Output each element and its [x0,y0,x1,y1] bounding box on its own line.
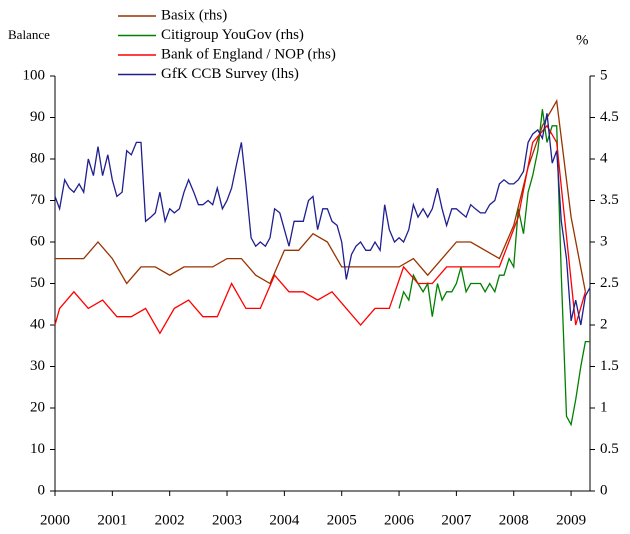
y2-tick-label: 0 [600,482,608,498]
x-tick-label: 2008 [499,512,529,528]
x-tick-label: 2009 [556,512,586,528]
series-line [54,113,591,326]
legend-label: Bank of England / NOP (rhs) [161,46,336,62]
y2-tick-label: 3.5 [600,192,619,208]
legend-label: Basix (rhs) [161,7,227,23]
y2-tick-label: 4.5 [600,109,619,125]
x-tick-label: 2007 [441,512,472,528]
y2-tick-label: 1 [600,399,608,415]
legend-label: Citigroup YouGov (rhs) [161,27,304,43]
y-tick-label: 40 [30,316,45,332]
legend-label: GfK CCB Survey (lhs) [161,66,299,82]
y-tick-label: 50 [30,275,45,291]
y-tick-label: 70 [30,192,45,208]
y-tick-label: 60 [30,233,45,249]
x-tick-label: 2002 [155,512,185,528]
y2-tick-label: 1.5 [600,358,619,374]
y-tick-label: 80 [30,150,45,166]
y2-tick-label: 2.5 [600,275,619,291]
x-tick-label: 2000 [40,512,70,528]
y2-axis-label: % [576,32,589,48]
y2-tick-label: 5 [600,67,608,83]
y-tick-label: 10 [30,441,45,457]
x-tick-label: 2003 [212,512,242,528]
y2-tick-label: 4 [600,150,608,166]
y-tick-label: 0 [38,482,46,498]
y-tick-label: 100 [23,67,46,83]
y-axis-label: Balance [8,27,50,42]
y2-tick-label: 2 [600,316,608,332]
series-line [54,124,587,335]
y2-tick-label: 0.5 [600,441,619,457]
x-tick-label: 2004 [269,512,300,528]
y-tick-label: 30 [30,358,45,374]
x-tick-label: 2006 [384,512,415,528]
y-tick-label: 90 [30,109,45,125]
y-tick-label: 20 [30,399,45,415]
y2-tick-label: 3 [600,233,608,249]
x-tick-label: 2001 [97,512,127,528]
series-line [55,98,587,292]
x-tick-label: 2005 [327,512,357,528]
